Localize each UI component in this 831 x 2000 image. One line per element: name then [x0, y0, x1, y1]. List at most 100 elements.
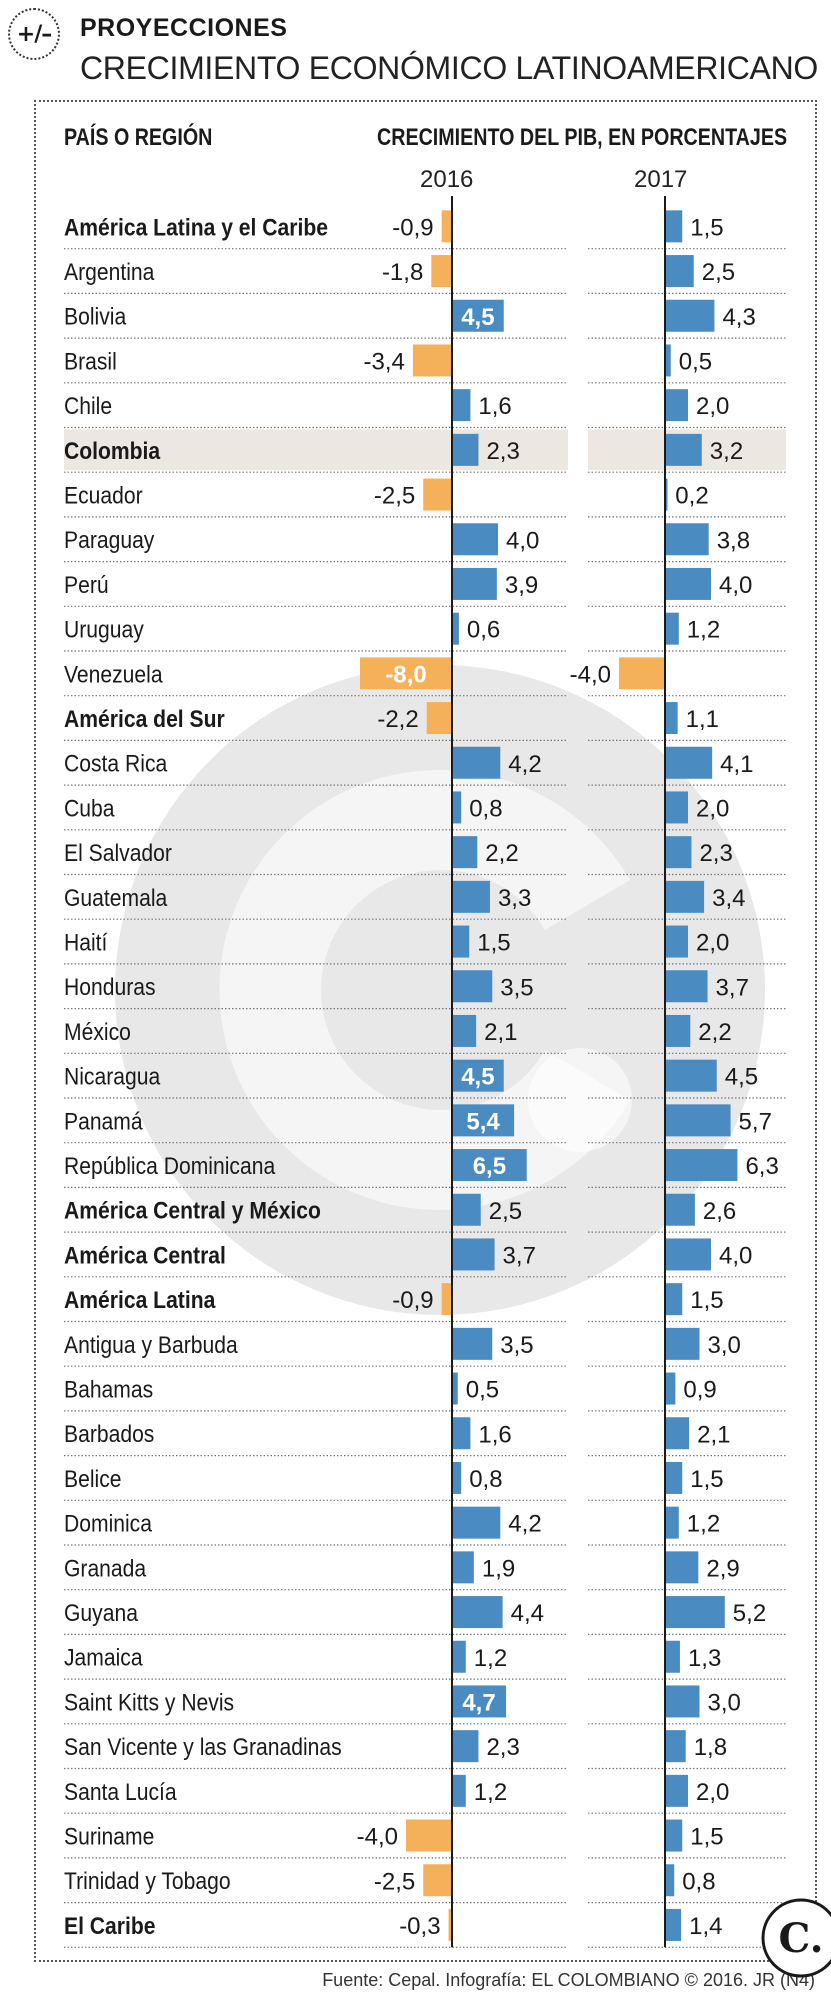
- country-label: Santa Lucía: [64, 1779, 177, 1806]
- country-label: Costa Rica: [64, 751, 168, 778]
- data-label-2016: 2,5: [489, 1198, 522, 1225]
- bar-2017: [665, 1104, 731, 1137]
- country-label: América Central y México: [64, 1198, 321, 1225]
- bar-2016: [423, 1864, 452, 1897]
- data-label-2017: 2,0: [696, 795, 729, 822]
- data-label-2016: 4,5: [461, 304, 494, 331]
- bar-2017: [665, 1506, 679, 1539]
- bar-2017: [665, 836, 692, 869]
- data-label-2016: 0,6: [467, 617, 500, 644]
- data-label-2016: -0,9: [392, 214, 433, 241]
- country-label: Jamaica: [64, 1645, 143, 1672]
- bar-2016: [452, 880, 490, 913]
- data-label-2016: 3,3: [498, 885, 531, 912]
- bar-2016: [452, 1238, 495, 1271]
- country-label: América del Sur: [64, 706, 225, 733]
- bar-2016: [452, 836, 478, 869]
- data-label-2017: 3,7: [716, 974, 749, 1001]
- data-label-2017: 4,1: [720, 751, 753, 778]
- data-label-2016: -0,9: [392, 1287, 433, 1314]
- section-kicker: PROYECCIONES: [80, 14, 288, 42]
- country-label: Suriname: [64, 1823, 154, 1850]
- bar-2016: [452, 970, 493, 1003]
- country-label: Argentina: [64, 259, 155, 286]
- bar-2016: [452, 612, 459, 645]
- bar-2016: [452, 1327, 493, 1360]
- bar-2016: [452, 433, 479, 466]
- data-label-2016: 1,2: [474, 1779, 507, 1806]
- bar-2017: [665, 925, 688, 958]
- chart-frame: [34, 100, 817, 1962]
- data-label-2016: 3,7: [503, 1242, 536, 1269]
- bar-2016: [452, 1149, 527, 1182]
- bar-2017: [665, 389, 688, 422]
- bar-2017: [665, 478, 668, 511]
- bar-2017: [665, 299, 715, 332]
- data-label-2017: 1,2: [687, 617, 720, 644]
- data-label-2017: 5,2: [733, 1600, 766, 1627]
- data-label-2017: 2,0: [696, 393, 729, 420]
- bar-2016: [452, 791, 462, 824]
- page-title: CRECIMIENTO ECONÓMICO LATINOAMERICANO: [80, 50, 818, 86]
- bar-2016: [452, 1417, 471, 1450]
- data-label-2017: 2,9: [706, 1555, 739, 1582]
- bar-2017: [665, 612, 679, 645]
- year-2017-header: 2017: [634, 166, 688, 193]
- bar-2016: [452, 1372, 458, 1405]
- bar-2016: [452, 925, 470, 958]
- data-label-2017: 1,5: [690, 1824, 723, 1851]
- country-label: Uruguay: [64, 616, 144, 643]
- bar-2017: [665, 1819, 683, 1852]
- country-label: México: [64, 1019, 131, 1046]
- data-label-2017: 5,7: [739, 1108, 772, 1135]
- highlight-row-2016: [64, 429, 568, 471]
- data-label-2017: 2,0: [696, 1779, 729, 1806]
- bar-2016: [441, 1283, 452, 1316]
- bar-2016: [431, 255, 452, 288]
- data-label-2017: 2,3: [699, 840, 732, 867]
- data-label-2016: 1,6: [478, 1421, 511, 1448]
- country-label: Ecuador: [64, 482, 143, 509]
- country-label: Nicaragua: [64, 1063, 161, 1090]
- data-label-2016: 4,2: [508, 751, 541, 778]
- data-label-2017: 4,3: [722, 304, 755, 331]
- data-label-2017: 6,3: [745, 1153, 778, 1180]
- data-label-2016: -2,2: [377, 706, 418, 733]
- bar-2017: [665, 1327, 700, 1360]
- bar-2017: [619, 657, 665, 690]
- bar-2016: [441, 210, 452, 243]
- data-label-2017: 1,8: [694, 1734, 727, 1761]
- country-label: Perú: [64, 572, 109, 599]
- bar-2017: [665, 880, 705, 913]
- country-label: Dominica: [64, 1510, 152, 1537]
- bar-2016: [452, 746, 501, 779]
- bar-2016: [452, 1461, 462, 1494]
- data-label-2016: 2,3: [486, 1734, 519, 1761]
- bar-2017: [665, 970, 708, 1003]
- country-label: Chile: [64, 393, 112, 420]
- data-label-2017: 2,0: [696, 930, 729, 957]
- bar-2017: [665, 1774, 688, 1807]
- data-label-2016: 5,4: [466, 1108, 500, 1135]
- data-label-2016: 4,7: [462, 1689, 495, 1716]
- data-label-2017: 0,2: [675, 483, 708, 510]
- country-label: El Salvador: [64, 840, 172, 867]
- bar-2016: [452, 1774, 466, 1807]
- country-label: Haití: [64, 929, 108, 956]
- bar-2016: [452, 1685, 507, 1718]
- bar-2017: [665, 344, 671, 377]
- data-label-2017: 4,5: [725, 1064, 758, 1091]
- bar-2016: [452, 523, 498, 556]
- data-label-2017: 1,2: [687, 1511, 720, 1538]
- data-label-2016: -8,0: [385, 661, 426, 688]
- data-label-2016: 3,5: [500, 1332, 533, 1359]
- bar-2017: [665, 1238, 711, 1271]
- data-label-2017: 2,1: [697, 1421, 730, 1448]
- bar-2017: [665, 1596, 725, 1629]
- data-label-2017: 2,5: [702, 259, 735, 286]
- bar-2016: [452, 1014, 477, 1047]
- bar-2017: [665, 746, 713, 779]
- bar-2016: [412, 344, 452, 377]
- country-label: El Caribe: [64, 1913, 156, 1940]
- data-label-2016: 0,5: [466, 1377, 499, 1404]
